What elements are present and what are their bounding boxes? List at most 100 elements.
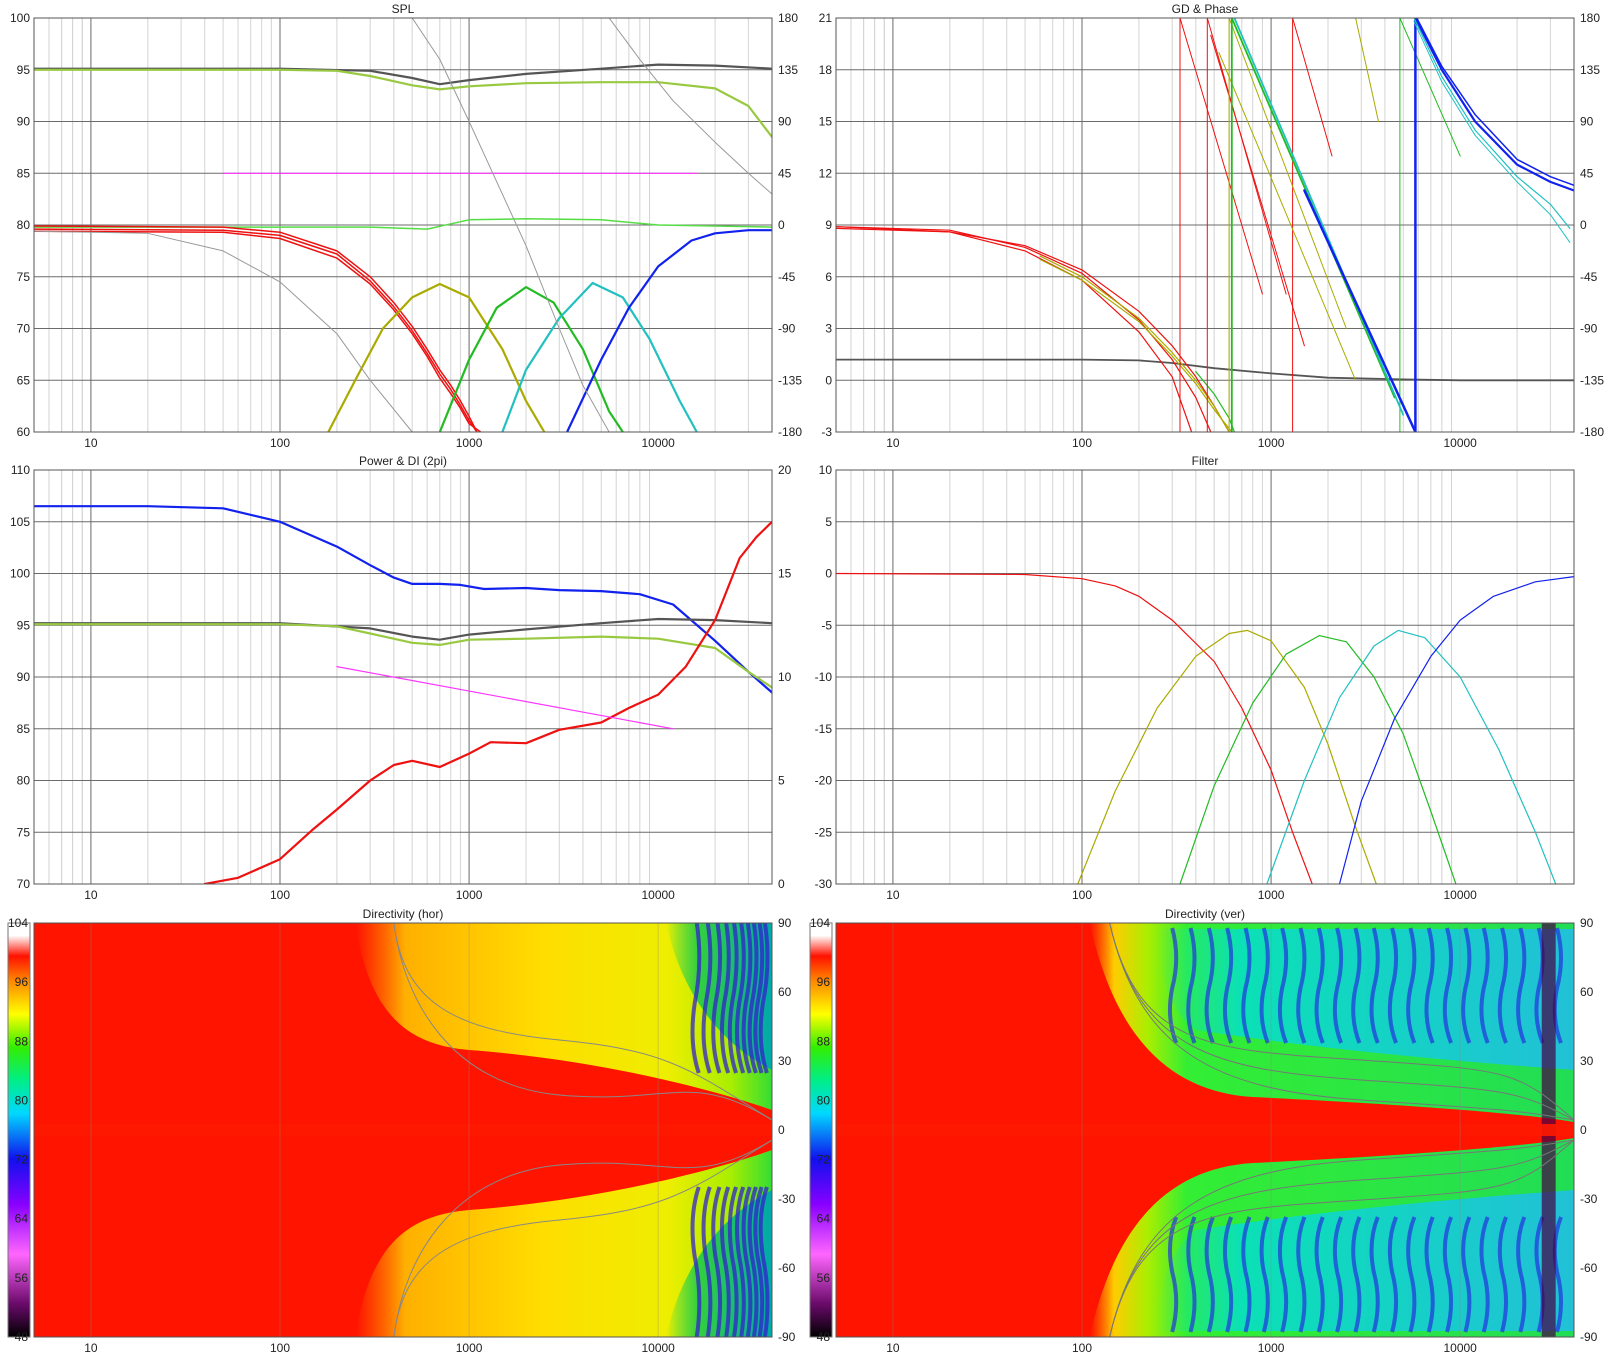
y2-tick-label: -60 [1580,1261,1598,1275]
y2-tick-label: 180 [778,11,798,25]
chart-title: Filter [1192,454,1219,468]
y2-tick-label: -135 [778,373,802,387]
heat-stripe [690,923,702,1074]
series-line-0 [836,572,1313,884]
y-tick-label: -30 [815,877,833,891]
y-tick-label: 75 [17,825,31,839]
y2-tick-label: 0 [778,877,785,891]
heat-stripe [1167,927,1179,1044]
heat-stripe [1204,927,1215,1044]
y-tick-label: 95 [17,618,31,632]
y2-tick-label: 0 [778,1123,785,1137]
y2-tick-label: -180 [778,425,802,439]
chart-title: GD & Phase [1172,2,1239,16]
series-line-3 [1266,629,1557,884]
y2-tick-label: 15 [778,567,792,581]
x-tick-label: 10 [84,436,98,450]
y2-tick-label: 0 [1580,1123,1587,1137]
series-group [836,18,1574,432]
y-tick-label: -5 [821,618,832,632]
y-tick-label: 80 [17,774,31,788]
heat-stripe [1424,927,1435,1044]
colorbar-label: 96 [15,975,29,989]
heat-stripe [1406,927,1417,1044]
plot-frame [33,469,773,885]
series-line-22 [1233,18,1405,416]
series-line-0 [836,358,1574,382]
series-line-5 [1039,258,1233,432]
y2-tick-label: -45 [1580,270,1598,284]
heat-stripe [1314,1216,1325,1333]
x-tick-label: 100 [270,1341,290,1355]
heat-stripe [701,923,713,1074]
series-line-10 [565,229,772,432]
y2-tick-label: 90 [1580,115,1594,129]
colorbar-label: 64 [15,1212,29,1226]
heat-contour [393,923,772,1121]
y-tick-label: 90 [17,115,31,129]
x-tick-label: 10 [886,888,900,902]
series-line-1 [34,68,772,139]
series-line-4 [1039,255,1230,432]
heat-stripe [758,923,770,1074]
y-tick-label: 90 [17,670,31,684]
y2-tick-label: -90 [778,322,796,336]
series-line-28 [1413,20,1571,243]
heat-stripe [1461,1216,1472,1333]
colorbar [7,922,31,1338]
y-tick-label: 9 [825,218,832,232]
series-line-13 [1292,18,1333,157]
colorbar-label: 48 [15,1330,29,1344]
x-tick-label: 10000 [1443,888,1477,902]
y2-tick-label: -135 [1580,373,1604,387]
y2-tick-label: 45 [1580,166,1594,180]
x-tick-label: 100 [1072,888,1092,902]
y-tick-label: -3 [821,425,832,439]
y2-tick-label: 20 [778,463,792,477]
heat-stripe [735,1186,746,1337]
series-group [34,505,772,884]
series-line-27 [1413,18,1571,229]
series-line-26 [1416,18,1574,187]
heat-stripe [1516,927,1527,1044]
y-tick-label: 70 [17,322,31,336]
heat-stripe [1241,927,1252,1044]
heat-stripe [1204,1216,1215,1333]
y-tick-label: 105 [10,515,30,529]
heat-stripe [1332,1216,1344,1333]
series-line-8 [438,286,624,432]
heat-stripe [1406,1216,1417,1333]
series-line-4 [34,225,478,432]
colorbar-label: 72 [15,1153,29,1167]
heat-stripe [1479,1216,1490,1333]
heat-stripe [735,923,746,1074]
heat-stripe [747,923,759,1074]
y2-tick-label: 90 [778,916,792,930]
x-tick-label: 10000 [1443,1341,1477,1355]
grid [33,469,773,885]
heat-stripe [1442,1216,1454,1333]
chart-title: SPL [392,2,415,16]
y2-tick-label: 45 [778,166,792,180]
chart-1: GD & Phase 10 100 1000 10000 -3 0 3 6 9 12 15 18 21 -1… [819,2,1605,450]
series-line-4 [1338,575,1574,884]
colorbar-label: 56 [15,1271,29,1285]
heat-center [836,1124,1574,1136]
series-line-9 [501,281,698,432]
heat-stripe [1332,927,1344,1044]
y-tick-label: 15 [819,115,833,129]
heat-stripe [1167,1216,1179,1333]
series-line-2 [1179,634,1457,884]
y-tick-label: 0 [825,373,832,387]
chart-3: Filter 10 100 1000 10000 -30 -25 -20 -15 -10 -5 0 5 1… [815,454,1575,902]
x-tick-label: 10000 [641,1341,675,1355]
y-tick-label: -10 [815,670,833,684]
y-tick-label: 0 [825,567,832,581]
heat-stripe [719,923,731,1074]
y2-tick-label: 60 [1580,985,1594,999]
x-tick-label: 1000 [1258,436,1285,450]
y-tick-label: 18 [819,63,833,77]
chart-5: Directivity (ver) 10 100 1000 10000 48 56 64 72 8… [809,907,1598,1355]
heat-stripe [727,923,739,1074]
